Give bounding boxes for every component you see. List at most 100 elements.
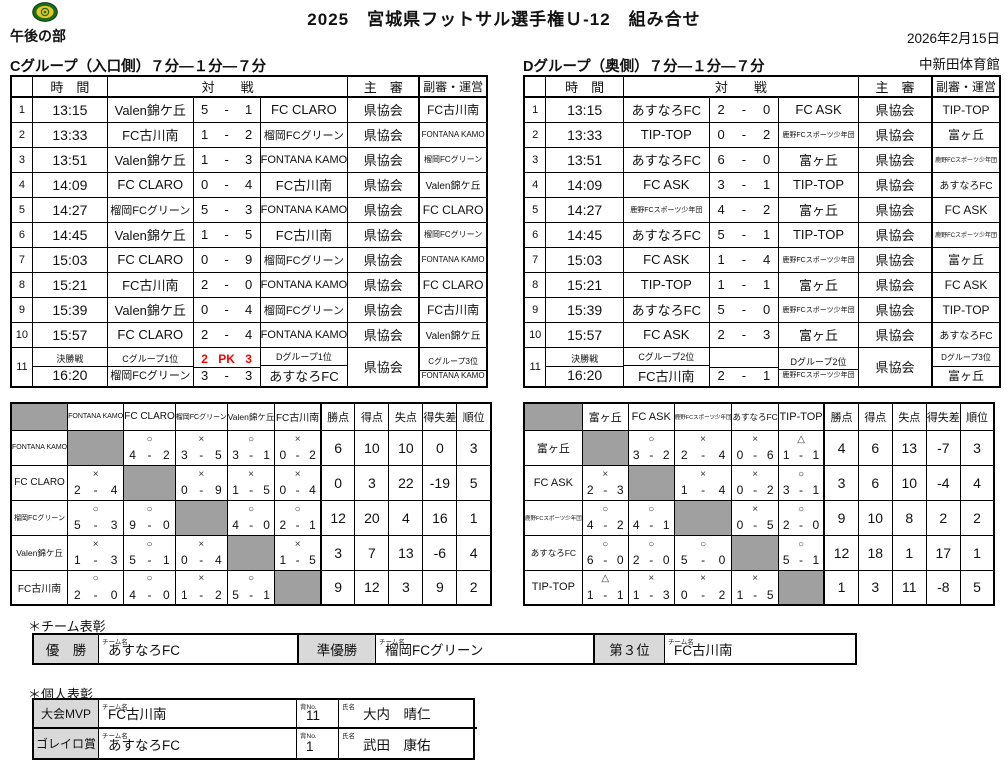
match-number: 11 bbox=[523, 346, 547, 388]
score-line: 1-2 bbox=[200, 127, 253, 142]
referee: 県協会 bbox=[347, 346, 420, 388]
stat-cell: -6 bbox=[422, 534, 458, 571]
stat-header: 順位 bbox=[456, 402, 492, 431]
final-away-team: Dグループ1位 あすなろFC bbox=[259, 346, 349, 388]
result-cell: × 1-3 bbox=[627, 569, 675, 606]
result-mark: ○ bbox=[92, 503, 99, 515]
number-field-label: 背No. bbox=[300, 704, 317, 711]
stat-cell: 5 bbox=[456, 464, 492, 501]
match-score: 5-0 bbox=[708, 296, 780, 323]
stat-cell: 3 bbox=[456, 429, 492, 466]
match-time: 15:03 bbox=[31, 246, 108, 273]
referee: 県協会 bbox=[857, 171, 933, 198]
match-time: 13:33 bbox=[31, 121, 108, 148]
final-time: 決勝戦 16:20 bbox=[545, 346, 624, 388]
match-row: 7 15:03 FC CLARO 0-9 榴岡FCグリーン 県協会 FONTANA KAMO bbox=[10, 246, 488, 273]
result-mark: × bbox=[648, 573, 655, 585]
assistant-referee: FC ASK bbox=[931, 271, 1001, 298]
group-d-standings-table: 富ヶ丘 FC ASK 鹿野FCスポーツ少年団 あすなろFC TIP-TOP 勝点 得点 失点得… bbox=[523, 402, 996, 606]
score-line: 2-0 bbox=[200, 277, 253, 292]
score-line: 0-9 bbox=[200, 252, 253, 267]
match-number: 4 bbox=[10, 171, 33, 198]
session-label: 午後の部 bbox=[10, 28, 66, 44]
away-team: FC ASK bbox=[778, 96, 859, 123]
stat-header: 失点 bbox=[388, 402, 424, 431]
stat-cell: 9 bbox=[422, 569, 458, 606]
mvp-team-cell: チーム名 FC古川南 bbox=[99, 700, 297, 729]
home-team: TIP-TOP bbox=[622, 271, 710, 298]
stat-header: 失点 bbox=[891, 402, 927, 431]
match-row: 5 14:27 榴岡FCグリーン 5-3 FONTANA KAMO 県協会 FC CLARO bbox=[10, 196, 488, 223]
result-mark: ○ bbox=[248, 573, 255, 585]
match-time: 13:51 bbox=[545, 146, 624, 173]
match-score: 2-0 bbox=[708, 96, 780, 123]
self-cell bbox=[226, 534, 276, 571]
stat-cell: -7 bbox=[925, 429, 961, 466]
schedule-header-row: 時 間対 戦主 審副審・運営 bbox=[10, 75, 488, 98]
result-cell: × 1-5 bbox=[731, 569, 779, 606]
referee-header: 主 審 bbox=[857, 75, 933, 98]
match-score: 0-9 bbox=[192, 246, 261, 273]
match-score: 2-0 bbox=[192, 271, 261, 298]
self-cell bbox=[731, 534, 779, 571]
result-cell: × 2-4 bbox=[67, 464, 125, 501]
result-mark: × bbox=[294, 433, 301, 445]
assistant-referee: 富ヶ丘 bbox=[931, 121, 1001, 148]
matrix-row-label: FC古川南 bbox=[10, 569, 69, 606]
match-header: 対 戦 bbox=[622, 75, 859, 98]
match-score: 4-2 bbox=[708, 196, 780, 223]
home-team: FC ASK bbox=[622, 246, 710, 273]
stat-cell: 4 bbox=[959, 464, 995, 501]
result-mark: ○ bbox=[92, 573, 99, 585]
matrix-row-label: 富ヶ丘 bbox=[523, 429, 583, 466]
referee: 県協会 bbox=[857, 121, 933, 148]
result-mark: ○ bbox=[798, 538, 805, 550]
away-team: 鹿野FCスポーツ少年団 bbox=[778, 246, 859, 273]
match-score: 0-4 bbox=[192, 296, 261, 323]
final-match-row: 11 決勝戦 16:20 Cグループ2位 FC古川南 2-1 Dグループ2位 鹿野FCスポーツ… bbox=[523, 346, 1001, 388]
match-time: 15:21 bbox=[31, 271, 108, 298]
result-cell: × 1-4 bbox=[673, 464, 733, 501]
match-time: 15:03 bbox=[545, 246, 624, 273]
match-row: 6 14:45 Valen錦ケ丘 1-5 FC古川南 県協会 榴岡FCグリーン bbox=[10, 221, 488, 248]
goleiro-team-cell: チーム名 あすなろFC bbox=[99, 729, 297, 758]
match-number: 10 bbox=[10, 321, 33, 348]
stat-cell: 2 bbox=[959, 499, 995, 536]
away-team: 榴岡FCグリーン bbox=[259, 296, 349, 323]
result-mark: ○ bbox=[248, 433, 255, 445]
match-score: 1-2 bbox=[192, 121, 261, 148]
match-time: 13:15 bbox=[545, 96, 624, 123]
result-mark: ○ bbox=[602, 503, 609, 515]
stat-header: 得点 bbox=[354, 402, 390, 431]
stat-cell: 1 bbox=[823, 569, 859, 606]
assistant-referee: FC ASK bbox=[931, 196, 1001, 223]
award-team-champion: チーム名 あすなろFC bbox=[99, 635, 299, 663]
group-c-schedule-table: 時 間対 戦主 審副審・運営 1 13:15 Valen錦ケ丘 5-1 FC CLARO 県… bbox=[10, 75, 488, 388]
individual-awards-table: 大会MVP チーム名 FC古川南 背No. 11 氏名 大内 晴仁 ゴレイロ賞 … bbox=[32, 698, 477, 760]
referee: 県協会 bbox=[347, 171, 420, 198]
match-score: 5-1 bbox=[708, 221, 780, 248]
result-mark: ○ bbox=[146, 433, 153, 445]
match-number: 9 bbox=[523, 296, 547, 323]
home-team: Valen錦ケ丘 bbox=[106, 221, 194, 248]
group-c-standings-table: FONTANA KAMO FC CLARO 榴岡FCグリーン Valen錦ケ丘 FC古川… bbox=[10, 402, 492, 606]
result-cell: × 0-2 bbox=[673, 569, 733, 606]
score-line: 5-0 bbox=[717, 302, 771, 317]
home-team: Valen錦ケ丘 bbox=[106, 96, 194, 123]
matrix-row-label: FC CLARO bbox=[10, 464, 69, 501]
result-cell: ○ 4-0 bbox=[226, 499, 276, 536]
match-row: 10 15:57 FC CLARO 2-4 FONTANA KAMO 県協会 Valen錦ケ… bbox=[10, 321, 488, 348]
stat-cell: -19 bbox=[422, 464, 458, 501]
self-cell bbox=[274, 569, 322, 606]
result-cell: × 0-4 bbox=[174, 534, 228, 571]
standings-row: FONTANA KAMO ○ 4-2 × 3-5 ○ 3-1 × 0-2 6 10 10 0 3 bbox=[10, 429, 492, 466]
home-team: 榴岡FCグリーン bbox=[106, 196, 194, 223]
stat-cell: 8 bbox=[891, 499, 927, 536]
away-team: 富ヶ丘 bbox=[778, 271, 859, 298]
corner-cell bbox=[523, 402, 583, 431]
stat-cell: 20 bbox=[354, 499, 390, 536]
away-team: TIP-TOP bbox=[778, 221, 859, 248]
score-line: 5-1 bbox=[200, 102, 253, 118]
result-mark: ○ bbox=[648, 433, 655, 445]
result-cell: ○ 4-2 bbox=[581, 499, 629, 536]
